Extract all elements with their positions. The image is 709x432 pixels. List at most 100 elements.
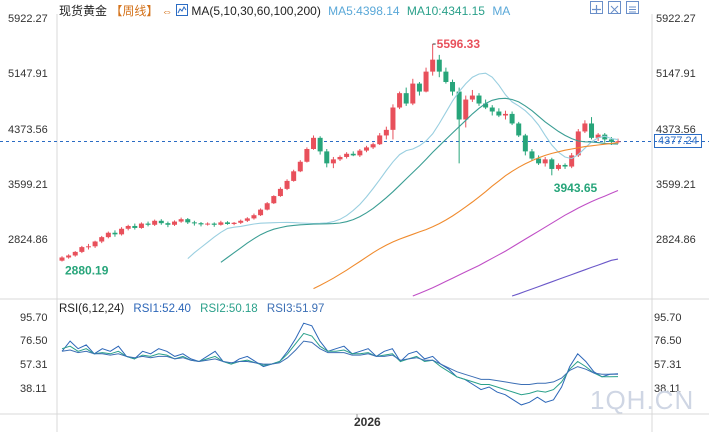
candle-body [264,203,270,210]
candle-body [363,147,369,151]
candle-body [469,95,475,100]
candle-body [549,159,555,169]
candle-body [79,247,85,252]
tick-label: 57.31 [654,359,682,371]
candle-body [330,159,336,164]
period-toggle-icon[interactable]: ⇔ [161,6,173,18]
candle-body [410,83,416,104]
candle-body [476,95,482,104]
tick-label: 76.50 [654,335,682,347]
ma10-readout: MA10:4341.15 [406,4,485,18]
tick-label: 38.11 [20,383,47,395]
ma-settings-label[interactable]: MA(5,10,30,60,100,200) [191,4,321,18]
candle-body [602,134,608,140]
ma-line-ma5 [187,72,619,260]
tick-label: 5922.27 [8,13,48,25]
candle-body [244,218,250,221]
candle-body [238,220,244,223]
candle-body [277,188,283,197]
candle-body [178,219,184,222]
candle-body [489,107,495,112]
ma-line-ma100 [511,258,619,297]
candle-body [436,59,442,72]
tick-label: 95.70 [20,312,48,324]
watermark: 1QH.CN [590,385,695,415]
candle-body [350,153,356,156]
candle-body [85,246,91,248]
candle-body [608,139,614,142]
candle-body [383,129,389,136]
candle-body [569,155,575,167]
candle-body [59,257,65,261]
candle-body [251,215,257,219]
candle-body [403,93,409,104]
candle-body [317,137,323,152]
tick-label: 5147.91 [656,68,696,80]
candle-body [582,123,588,132]
tick-label: 3599.21 [8,179,48,191]
rsi-settings-label[interactable]: RSI(6,12,24) [59,303,125,315]
tick-label: 4373.56 [656,124,696,136]
candle-body [397,93,403,108]
candle-body [463,99,469,120]
candle-body [138,223,144,228]
zoom-in-icon[interactable] [590,1,603,14]
candle-body [125,225,131,229]
candle-body [211,223,217,225]
candle-body [66,255,72,258]
candle-body [158,220,164,224]
ma-more-readout: MA [492,4,511,18]
ma-line-ma30 [313,142,619,290]
candle-body [423,71,429,92]
candle-body [205,223,211,225]
candle-body [536,158,542,164]
ma-line-ma10 [220,97,619,263]
candle-body [555,164,561,169]
candle-body [595,134,601,138]
indicator-toggle-icon[interactable] [176,4,189,16]
candle-body [370,144,376,148]
candle-body [284,180,290,189]
ma5-readout: MA5:4398.14 [328,4,400,18]
tick-label: 76.50 [20,335,48,347]
candle-body [509,113,515,124]
candle-body [224,222,230,224]
candle-body [105,232,111,238]
ma-line-ma60 [412,189,619,297]
candle-body [218,222,224,225]
candle-body [132,225,138,228]
period-selector[interactable]: 【周线】 [110,4,159,18]
zoom-out-icon[interactable] [608,1,621,14]
candle-body [297,161,303,172]
tick-label: 95.70 [654,312,682,324]
candle-body [522,135,528,152]
header-bar: 现货黄金 【周线】 ⇔ MA(5,10,30,60,100,200) MA5:4… [59,2,510,19]
tick-label: 38.11 [654,383,681,395]
candle-body [99,237,105,242]
rsi-header: RSI(6,12,24) RSI1:52.40 RSI2:50.18 RSI3:… [59,303,324,315]
tick-label: 3599.21 [656,179,696,191]
candle-body [496,111,502,116]
candle-body [416,83,422,92]
candle-body [145,223,151,225]
tick-label: 4373.56 [8,124,48,136]
candle-body [337,156,343,160]
candle-body [271,196,277,204]
tick-label: 57.31 [20,359,48,371]
tick-label: 5147.91 [8,68,48,80]
candle-body [304,148,310,162]
candle-body [92,241,98,247]
candle-body [231,222,237,224]
settings-icon[interactable] [626,1,639,14]
candle-body [357,150,363,156]
candle-body [615,141,621,143]
candle-body [258,209,264,216]
candle-body [344,153,350,157]
time-axis-label: 2026 [354,415,381,429]
tick-label: 2824.86 [656,234,696,246]
candle-body [112,232,118,235]
candle-body [291,171,297,181]
candle-body [185,219,191,223]
rsi-line-rsi1 [61,322,619,406]
